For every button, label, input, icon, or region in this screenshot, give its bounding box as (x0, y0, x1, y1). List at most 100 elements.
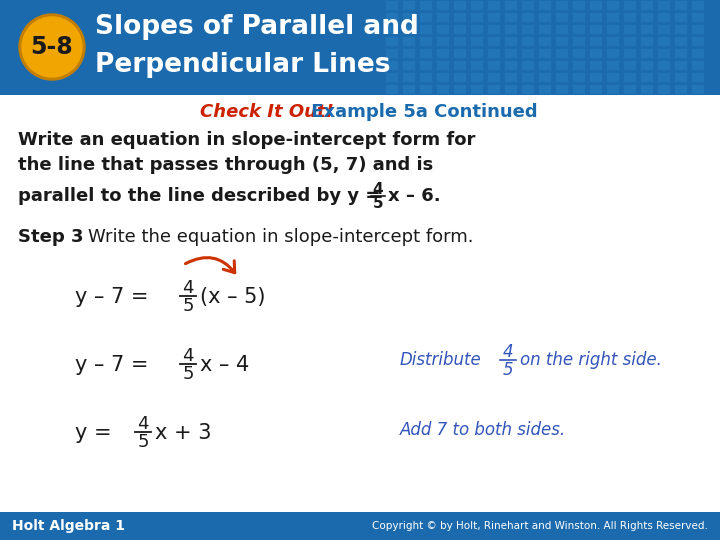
Bar (538, 12, 551, 22)
Bar (504, 60, 517, 70)
Bar (640, 36, 653, 46)
Bar (402, 12, 415, 22)
Text: Distribute: Distribute (400, 351, 482, 369)
Bar (504, 36, 517, 46)
Bar (521, 60, 534, 70)
Bar (402, 36, 415, 46)
Bar (487, 72, 500, 82)
Bar (470, 72, 483, 82)
Bar (606, 24, 619, 34)
Bar (504, 48, 517, 58)
Bar (589, 48, 602, 58)
Bar (419, 72, 432, 82)
Bar (385, 12, 398, 22)
Bar (453, 48, 466, 58)
Bar (521, 48, 534, 58)
Bar (521, 12, 534, 22)
Bar (521, 36, 534, 46)
Bar (674, 0, 687, 10)
Bar (504, 0, 517, 10)
Bar (470, 48, 483, 58)
Text: 4: 4 (182, 279, 194, 297)
Bar (674, 12, 687, 22)
Circle shape (19, 14, 85, 80)
Bar (504, 12, 517, 22)
Bar (538, 84, 551, 94)
Bar (487, 24, 500, 34)
Bar (453, 36, 466, 46)
Bar (487, 12, 500, 22)
Bar (555, 60, 568, 70)
Bar (623, 12, 636, 22)
Text: 5: 5 (182, 365, 194, 383)
Bar (436, 0, 449, 10)
Bar (487, 36, 500, 46)
Bar (657, 36, 670, 46)
Bar (436, 84, 449, 94)
Bar (674, 72, 687, 82)
Bar (572, 84, 585, 94)
Bar (640, 60, 653, 70)
Text: Write an equation in slope-intercept form for: Write an equation in slope-intercept for… (18, 131, 475, 149)
Bar (640, 84, 653, 94)
Text: the line that passes through (5, 7) and is: the line that passes through (5, 7) and … (18, 156, 433, 174)
Bar (555, 48, 568, 58)
Bar (674, 36, 687, 46)
Bar (623, 0, 636, 10)
Text: Slopes of Parallel and: Slopes of Parallel and (95, 14, 419, 40)
Bar (538, 24, 551, 34)
Bar (606, 12, 619, 22)
Text: (x – 5): (x – 5) (200, 287, 266, 307)
Bar (691, 24, 704, 34)
Bar (640, 72, 653, 82)
Bar (385, 0, 398, 10)
Bar (657, 0, 670, 10)
Bar (453, 72, 466, 82)
Bar (436, 72, 449, 82)
Bar (470, 0, 483, 10)
Bar (538, 60, 551, 70)
Bar (504, 72, 517, 82)
Bar (453, 84, 466, 94)
Bar (521, 84, 534, 94)
Bar (572, 0, 585, 10)
Bar (521, 24, 534, 34)
Bar (555, 36, 568, 46)
Bar (402, 24, 415, 34)
Bar (453, 24, 466, 34)
Bar (589, 84, 602, 94)
Bar (402, 48, 415, 58)
Bar (385, 24, 398, 34)
Bar (589, 36, 602, 46)
Text: 4: 4 (138, 415, 149, 433)
Bar (453, 60, 466, 70)
Bar (470, 12, 483, 22)
Bar (385, 60, 398, 70)
Bar (589, 60, 602, 70)
Bar (623, 36, 636, 46)
Bar (623, 24, 636, 34)
Text: 5: 5 (138, 433, 149, 451)
Bar (674, 60, 687, 70)
Bar (691, 12, 704, 22)
Text: Write the equation in slope-intercept form.: Write the equation in slope-intercept fo… (88, 228, 474, 246)
Bar (640, 12, 653, 22)
Bar (470, 84, 483, 94)
Bar (572, 36, 585, 46)
Bar (453, 0, 466, 10)
Bar (691, 36, 704, 46)
Bar (606, 36, 619, 46)
Bar (419, 36, 432, 46)
Bar (572, 48, 585, 58)
Bar (555, 72, 568, 82)
Bar (555, 0, 568, 10)
Bar (691, 0, 704, 10)
Text: Check It Out!: Check It Out! (200, 103, 334, 121)
Bar (691, 84, 704, 94)
Bar (521, 72, 534, 82)
Bar (538, 72, 551, 82)
Text: x – 4: x – 4 (200, 355, 249, 375)
Bar (589, 24, 602, 34)
Bar (606, 48, 619, 58)
Bar (572, 72, 585, 82)
